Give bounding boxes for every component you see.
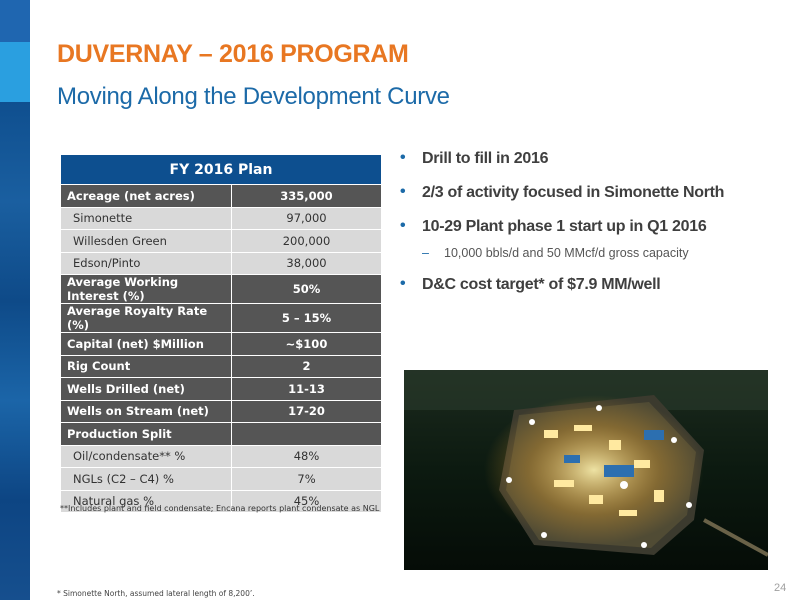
drilling-site-photo <box>404 370 768 570</box>
table-row: Simonette 97,000 <box>60 206 382 230</box>
table-row: Willesden Green 200,000 <box>60 229 382 253</box>
row-value: 335,000 <box>231 184 382 208</box>
row-label: Wells on Stream (net) <box>60 399 232 423</box>
side-bar-segment <box>0 102 30 600</box>
aerial-night-photo-graphic <box>404 370 768 570</box>
bullet-icon: • <box>400 183 406 200</box>
row-label: Wells Drilled (net) <box>60 377 232 401</box>
sub-bullet-item: – 10,000 bbls/d and 50 MMcf/d gross capa… <box>400 246 780 260</box>
row-value: 48% <box>231 444 382 468</box>
row-label: Edson/Pinto <box>60 251 232 275</box>
row-value: 45% <box>231 489 382 513</box>
row-label: Oil/condensate** % <box>60 444 232 468</box>
side-bar-segment <box>0 42 30 102</box>
row-label: Natural gas % <box>60 489 232 513</box>
sub-bullet-text: 10,000 bbls/d and 50 MMcf/d gross capaci… <box>444 246 689 260</box>
table-heading: FY 2016 Plan <box>60 154 382 185</box>
bullet-icon: • <box>400 149 406 166</box>
bullet-item: • 10-29 Plant phase 1 start up in Q1 201… <box>400 217 780 236</box>
table-row: Capital (net) $Million ~$100 <box>60 332 382 356</box>
bullet-icon: • <box>400 275 406 292</box>
row-label: Willesden Green <box>60 229 232 253</box>
table-row: Production Split <box>60 422 382 446</box>
table-row: NGLs (C2 – C4) % 7% <box>60 467 382 491</box>
bullet-text: 2/3 of activity focused in Simonette Nor… <box>422 184 725 201</box>
row-value: ~$100 <box>231 332 382 356</box>
row-value: 11-13 <box>231 377 382 401</box>
row-label: Average Royalty Rate (%) <box>60 303 232 333</box>
table-row: Wells Drilled (net) 11-13 <box>60 377 382 401</box>
table-row: Average Royalty Rate (%) 5 – 15% <box>60 303 382 333</box>
row-value <box>231 422 382 446</box>
side-accent-bar <box>0 0 30 600</box>
bullet-text: 10-29 Plant phase 1 start up in Q1 2016 <box>422 218 707 235</box>
row-value: 17-20 <box>231 399 382 423</box>
table-row: Oil/condensate** % 48% <box>60 444 382 468</box>
bullet-list: • Drill to fill in 2016 • 2/3 of activit… <box>400 149 780 310</box>
bullet-text: Drill to fill in 2016 <box>422 150 549 167</box>
table-row: Acreage (net acres) 335,000 <box>60 184 382 208</box>
row-value: 38,000 <box>231 251 382 275</box>
row-label: Average Working Interest (%) <box>60 274 232 304</box>
row-value: 7% <box>231 467 382 491</box>
row-value: 5 – 15% <box>231 303 382 333</box>
table-footnote: **Includes plant and field condensate; E… <box>60 504 380 513</box>
row-label: Rig Count <box>60 354 232 378</box>
bullet-item: • D&C cost target* of $7.9 MM/well <box>400 275 780 294</box>
slide-subtitle: Moving Along the Development Curve <box>57 83 450 110</box>
row-value: 97,000 <box>231 206 382 230</box>
table-row: Natural gas % 45% <box>60 489 382 513</box>
row-label: Simonette <box>60 206 232 230</box>
row-label: Capital (net) $Million <box>60 332 232 356</box>
dash-icon: – <box>422 246 429 260</box>
table-row: Edson/Pinto 38,000 <box>60 251 382 275</box>
side-bar-segment <box>0 0 30 42</box>
footnote: * Simonette North, assumed lateral lengt… <box>57 589 255 598</box>
row-label: Acreage (net acres) <box>60 184 232 208</box>
row-label: NGLs (C2 – C4) % <box>60 467 232 491</box>
page-number: 24 <box>774 582 787 594</box>
table-row: Wells on Stream (net) 17-20 <box>60 399 382 423</box>
bullet-item: • 2/3 of activity focused in Simonette N… <box>400 183 780 202</box>
table-row: Average Working Interest (%) 50% <box>60 274 382 304</box>
row-value: 2 <box>231 354 382 378</box>
slide-title: DUVERNAY – 2016 PROGRAM <box>57 40 409 68</box>
row-value: 200,000 <box>231 229 382 253</box>
row-label: Production Split <box>60 422 232 446</box>
bullet-text: D&C cost target* of $7.9 MM/well <box>422 276 661 293</box>
bullet-icon: • <box>400 217 406 234</box>
bullet-item: • Drill to fill in 2016 <box>400 149 780 168</box>
plan-table: FY 2016 Plan Acreage (net acres) 335,000… <box>60 154 382 513</box>
row-value: 50% <box>231 274 382 304</box>
table-row: Rig Count 2 <box>60 354 382 378</box>
